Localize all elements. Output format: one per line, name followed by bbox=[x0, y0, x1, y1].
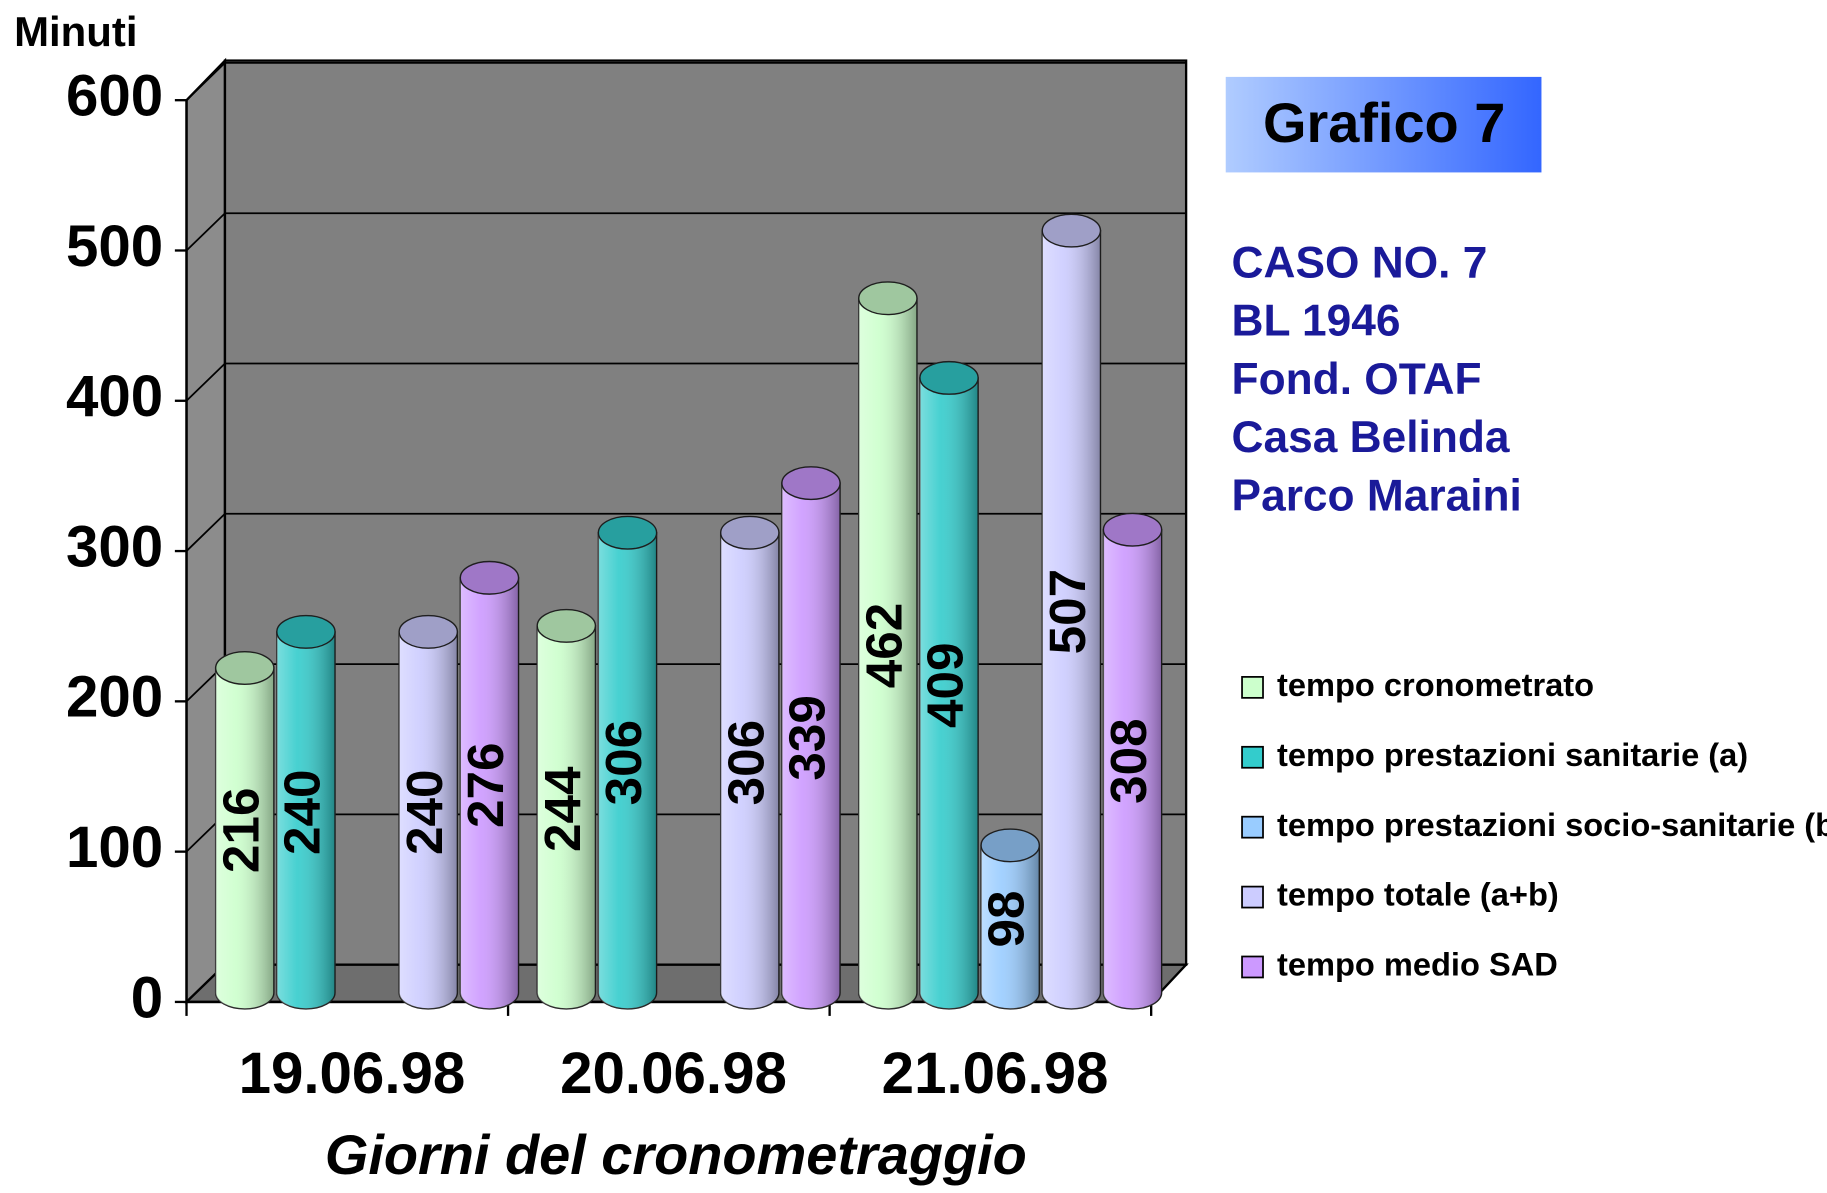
legend-swatch bbox=[1241, 815, 1264, 839]
bar bbox=[1102, 512, 1163, 1010]
bar bbox=[919, 360, 979, 1010]
bar bbox=[858, 281, 918, 1010]
bar-top-shade bbox=[1103, 513, 1162, 547]
grid-line bbox=[185, 62, 226, 101]
x-tick-label: 19.06.98 bbox=[239, 1041, 466, 1106]
bar-top bbox=[781, 466, 841, 501]
bar-top-shade bbox=[399, 615, 458, 649]
bar-top bbox=[597, 515, 658, 550]
bar bbox=[214, 650, 275, 1010]
bar-shade bbox=[460, 577, 519, 1009]
bar-top bbox=[919, 360, 979, 395]
bar bbox=[398, 614, 459, 1010]
bar-top bbox=[1041, 213, 1102, 248]
bar-shade bbox=[537, 625, 596, 1009]
bar-top bbox=[980, 828, 1041, 863]
bar bbox=[597, 515, 658, 1010]
data-label: 240 bbox=[273, 770, 330, 856]
data-label: 240 bbox=[396, 770, 453, 856]
annotation: Fond. OTAF bbox=[1232, 355, 1482, 404]
data-label: 276 bbox=[457, 742, 514, 828]
bar-top bbox=[214, 650, 275, 685]
bar-shade bbox=[1042, 230, 1101, 1009]
bar-shade bbox=[720, 532, 779, 1009]
bar-top bbox=[398, 614, 459, 649]
bar-top-shade bbox=[720, 516, 779, 550]
bar-top-shade bbox=[858, 281, 917, 315]
legend-swatch bbox=[1241, 745, 1264, 769]
legend-label: tempo cronometrato bbox=[1277, 666, 1594, 703]
bar bbox=[980, 828, 1041, 1010]
y-tick-label: 500 bbox=[66, 214, 163, 279]
data-label: 409 bbox=[917, 643, 974, 729]
legend-swatch bbox=[1241, 676, 1264, 699]
annotation: Parco Maraini bbox=[1232, 471, 1522, 520]
y-tick-label: 100 bbox=[66, 815, 163, 880]
bar-shade bbox=[781, 483, 841, 1009]
bar bbox=[276, 614, 336, 1010]
x-axis-title: Giorni del cronometraggio bbox=[325, 1123, 1027, 1186]
bar bbox=[1041, 213, 1102, 1010]
data-label: 216 bbox=[212, 788, 269, 874]
bar-top bbox=[858, 281, 918, 316]
annotation: CASO NO. 7 bbox=[1232, 238, 1488, 287]
title-box bbox=[1225, 76, 1542, 173]
data-label: 306 bbox=[717, 720, 774, 806]
bar-shade bbox=[919, 377, 979, 1009]
legend-label: tempo prestazioni socio-sanitarie (b) bbox=[1277, 806, 1827, 843]
bar-top-shade bbox=[276, 615, 336, 649]
x-tick-label: 21.06.98 bbox=[882, 1041, 1109, 1106]
bar-top bbox=[1102, 512, 1163, 547]
data-label: 507 bbox=[1039, 569, 1096, 655]
bar-shade bbox=[1103, 529, 1162, 1009]
bar-top-shade bbox=[1042, 214, 1101, 247]
legend-label: tempo totale (a+b) bbox=[1277, 876, 1559, 913]
annotation: BL 1946 bbox=[1232, 297, 1401, 346]
bar-top bbox=[459, 560, 520, 595]
y-tick-label: 600 bbox=[66, 64, 163, 129]
bar-shade bbox=[215, 667, 274, 1009]
legend-label: tempo prestazioni sanitarie (a) bbox=[1277, 736, 1748, 773]
bar-top bbox=[276, 614, 336, 649]
grid-line bbox=[185, 362, 226, 402]
data-label: 339 bbox=[779, 695, 836, 781]
y-tick-label: 0 bbox=[131, 965, 163, 1030]
bar-top-shade bbox=[460, 561, 519, 595]
bar-shade bbox=[598, 532, 657, 1009]
legend-label: tempo medio SAD bbox=[1277, 946, 1558, 983]
bar-shade bbox=[399, 631, 458, 1009]
bar bbox=[781, 466, 841, 1010]
bar bbox=[459, 560, 520, 1010]
data-label: 98 bbox=[978, 890, 1035, 947]
bar-top-shade bbox=[215, 651, 274, 685]
data-label: 244 bbox=[534, 766, 591, 852]
bar-shade bbox=[276, 631, 336, 1009]
chart-title: Grafico 7 bbox=[1263, 91, 1505, 154]
data-label: 462 bbox=[855, 603, 912, 689]
bar-top-shade bbox=[598, 516, 657, 550]
x-tick-label: 20.06.98 bbox=[560, 1041, 787, 1106]
y-tick-label: 200 bbox=[66, 665, 163, 730]
grid-line bbox=[185, 513, 226, 552]
data-label: 306 bbox=[595, 720, 652, 806]
annotation: Casa Belinda bbox=[1232, 413, 1510, 462]
bar-top bbox=[536, 608, 597, 643]
bar-top-shade bbox=[781, 466, 841, 500]
y-axis-title: Minuti bbox=[14, 8, 137, 55]
bar bbox=[719, 515, 780, 1010]
y-tick-label: 300 bbox=[66, 514, 163, 579]
data-label: 308 bbox=[1100, 718, 1157, 804]
bar-top-shade bbox=[981, 829, 1040, 862]
bar-shade bbox=[858, 298, 917, 1009]
y-tick-label: 400 bbox=[66, 364, 163, 429]
bar bbox=[536, 608, 597, 1010]
grid-line bbox=[185, 212, 226, 252]
bar-top-shade bbox=[919, 361, 979, 395]
legend-swatch bbox=[1241, 955, 1264, 979]
bar-top-shade bbox=[537, 609, 596, 643]
bar-top bbox=[719, 515, 780, 550]
bar-shade bbox=[981, 845, 1040, 1009]
legend-swatch bbox=[1241, 885, 1264, 909]
